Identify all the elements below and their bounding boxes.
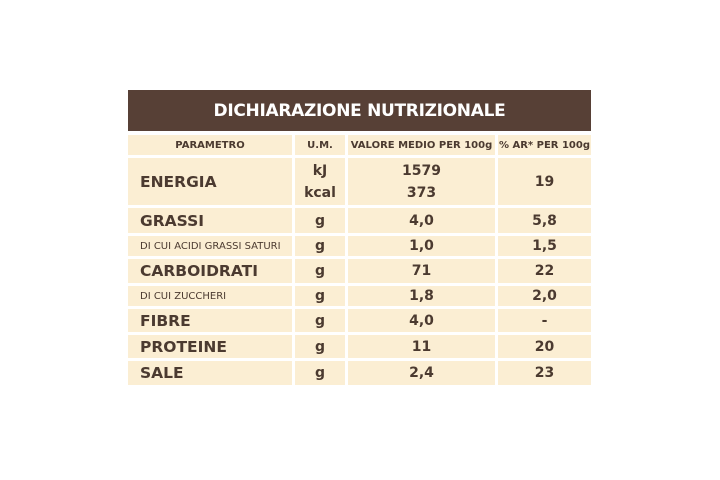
row-ar: 2,0: [498, 286, 591, 306]
row-unit: g: [295, 259, 345, 283]
row-ar: 1,5: [498, 236, 591, 256]
row-value: 1,0: [348, 236, 495, 256]
row-energy-values: 1579 373: [348, 158, 495, 205]
row-unit: g: [295, 361, 345, 385]
row-unit: g: [295, 335, 345, 358]
row-value: 4,0: [348, 309, 495, 332]
row-name: SALE: [128, 361, 292, 385]
row-ar: 5,8: [498, 208, 591, 233]
value-kcal: 373: [406, 184, 437, 201]
unit-kcal: kcal: [304, 184, 336, 201]
row-unit: g: [295, 309, 345, 332]
row-ar: -: [498, 309, 591, 332]
row-energy-ar: 19: [498, 158, 591, 205]
table-grid: PARAMETRO U.M. VALORE MEDIO PER 100g % A…: [128, 135, 591, 385]
row-value: 11: [348, 335, 495, 358]
row-name: FIBRE: [128, 309, 292, 332]
header-unit: U.M.: [295, 135, 345, 155]
value-kj: 1579: [402, 162, 441, 179]
row-value: 1,8: [348, 286, 495, 306]
header-parametro: PARAMETRO: [128, 135, 292, 155]
row-ar: 20: [498, 335, 591, 358]
row-name: GRASSI: [128, 208, 292, 233]
row-value: 4,0: [348, 208, 495, 233]
header-value: VALORE MEDIO PER 100g: [348, 135, 495, 155]
row-unit: g: [295, 208, 345, 233]
row-name: PROTEINE: [128, 335, 292, 358]
row-name: CARBOIDRATI: [128, 259, 292, 283]
row-value: 71: [348, 259, 495, 283]
row-energy-name: ENERGIA: [128, 158, 292, 205]
table-title: DICHIARAZIONE NUTRIZIONALE: [128, 90, 591, 131]
row-ar: 22: [498, 259, 591, 283]
row-unit: g: [295, 286, 345, 306]
nutrition-table: DICHIARAZIONE NUTRIZIONALE PARAMETRO U.M…: [128, 90, 591, 385]
row-unit: g: [295, 236, 345, 256]
row-ar: 23: [498, 361, 591, 385]
row-energy-units: kJ kcal: [295, 158, 345, 205]
header-ar: % AR* PER 100g: [498, 135, 591, 155]
row-name: DI CUI ZUCCHERI: [128, 286, 292, 306]
row-name: DI CUI ACIDI GRASSI SATURI: [128, 236, 292, 256]
unit-kj: kJ: [312, 162, 328, 179]
row-value: 2,4: [348, 361, 495, 385]
